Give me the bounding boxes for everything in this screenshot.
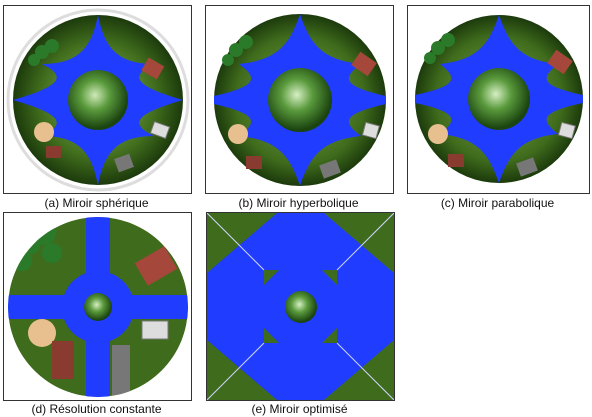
panel-c-parabolic-mirror: [407, 5, 590, 194]
parabolic-mirror-image: [415, 15, 583, 183]
optimized-mirror-image: [207, 213, 394, 400]
panel-b-hyperbolic-mirror: [205, 5, 394, 194]
center-island: [84, 293, 112, 321]
caption-c: (c) Miroir parabolique: [440, 196, 555, 210]
constant-resolution-image: [8, 217, 188, 397]
center-island: [285, 291, 317, 323]
center-island: [68, 70, 128, 130]
caption-d: (d) Résolution constante: [31, 402, 162, 416]
spherical-mirror-image: [6, 8, 190, 192]
center-island: [468, 68, 530, 130]
caption-a: (a) Miroir sphérique: [44, 196, 149, 210]
panel-a-spherical-mirror: [3, 5, 192, 194]
center-island: [268, 68, 332, 132]
panel-e-optimized-mirror: [206, 212, 395, 401]
caption-b: (b) Miroir hyperbolique: [238, 196, 359, 210]
hyperbolic-mirror-image: [214, 14, 386, 186]
caption-e: (e) Miroir optimisé: [251, 402, 348, 416]
panel-d-constant-resolution: [3, 212, 192, 401]
